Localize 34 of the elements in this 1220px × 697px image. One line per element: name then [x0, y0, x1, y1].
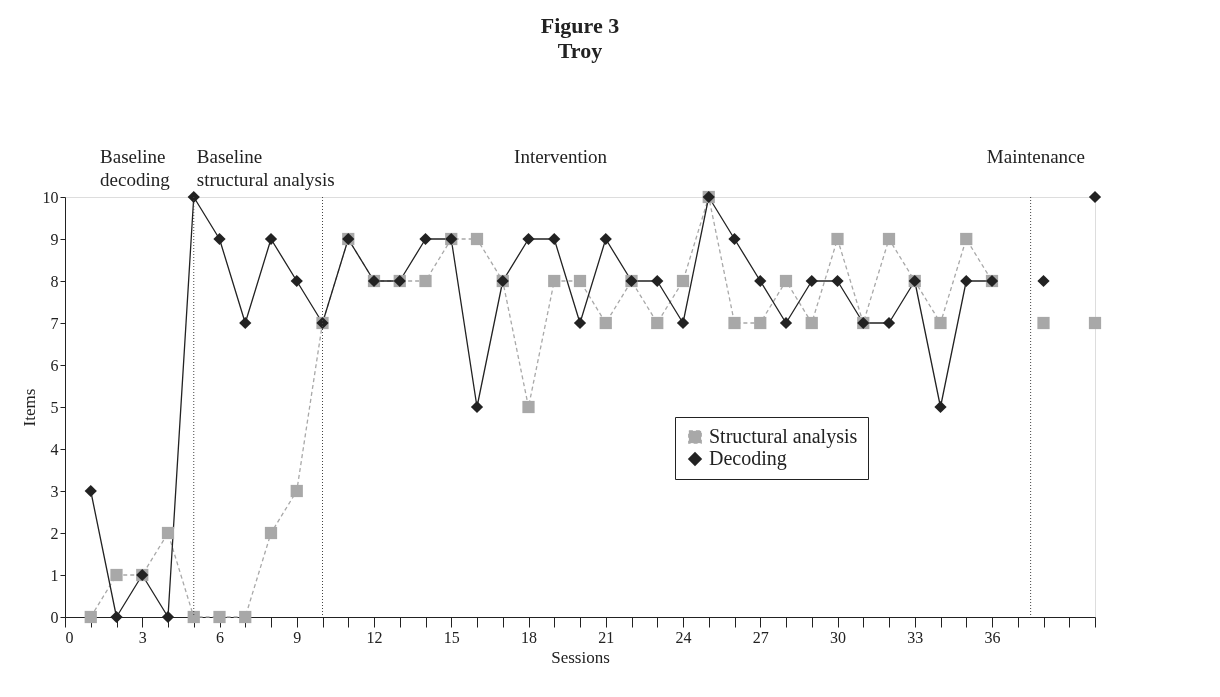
y-tick-label: 10 [42, 188, 59, 206]
x-tick-label: 6 [216, 628, 224, 646]
x-tick-label: 36 [984, 628, 1001, 646]
legend-label: Structural analysis [709, 425, 858, 448]
chart-title: Figure 3 [540, 13, 620, 38]
y-tick-label: 5 [50, 398, 59, 416]
x-tick-label: 0 [65, 628, 74, 646]
x-tick-label: 3 [138, 628, 147, 646]
x-tick-label: 12 [366, 628, 383, 646]
y-tick-label: 0 [50, 608, 59, 626]
y-tick-label: 9 [50, 230, 59, 248]
x-tick-label: 9 [293, 628, 302, 646]
text: Maintenance [986, 146, 1085, 167]
y-tick-label: 3 [50, 482, 59, 500]
y-tick-label: 2 [50, 524, 59, 542]
y-tick-label: 6 [50, 356, 59, 374]
y-axis-title: Items [19, 388, 39, 427]
x-tick-label: 21 [598, 628, 615, 646]
x-tick-label: 27 [752, 628, 769, 646]
y-tick-label: 4 [50, 440, 59, 458]
chart-subtitle: Troy [557, 38, 603, 63]
x-tick-label: 30 [830, 628, 846, 646]
x-tick-label: 24 [675, 628, 692, 646]
x-tick-label: 15 [443, 628, 460, 646]
x-tick-label: 18 [521, 628, 537, 646]
y-tick-label: 8 [50, 272, 59, 290]
y-tick-label: 7 [50, 314, 59, 332]
y-tick-label: 1 [50, 566, 59, 584]
x-axis-title: Sessions [551, 647, 610, 667]
legend-label: Decoding [709, 447, 787, 470]
text: Intervention [514, 146, 608, 167]
x-tick-label: 33 [907, 628, 924, 646]
text: Baseline structural analysis [196, 146, 335, 190]
text: Baseline decoding [100, 146, 171, 190]
